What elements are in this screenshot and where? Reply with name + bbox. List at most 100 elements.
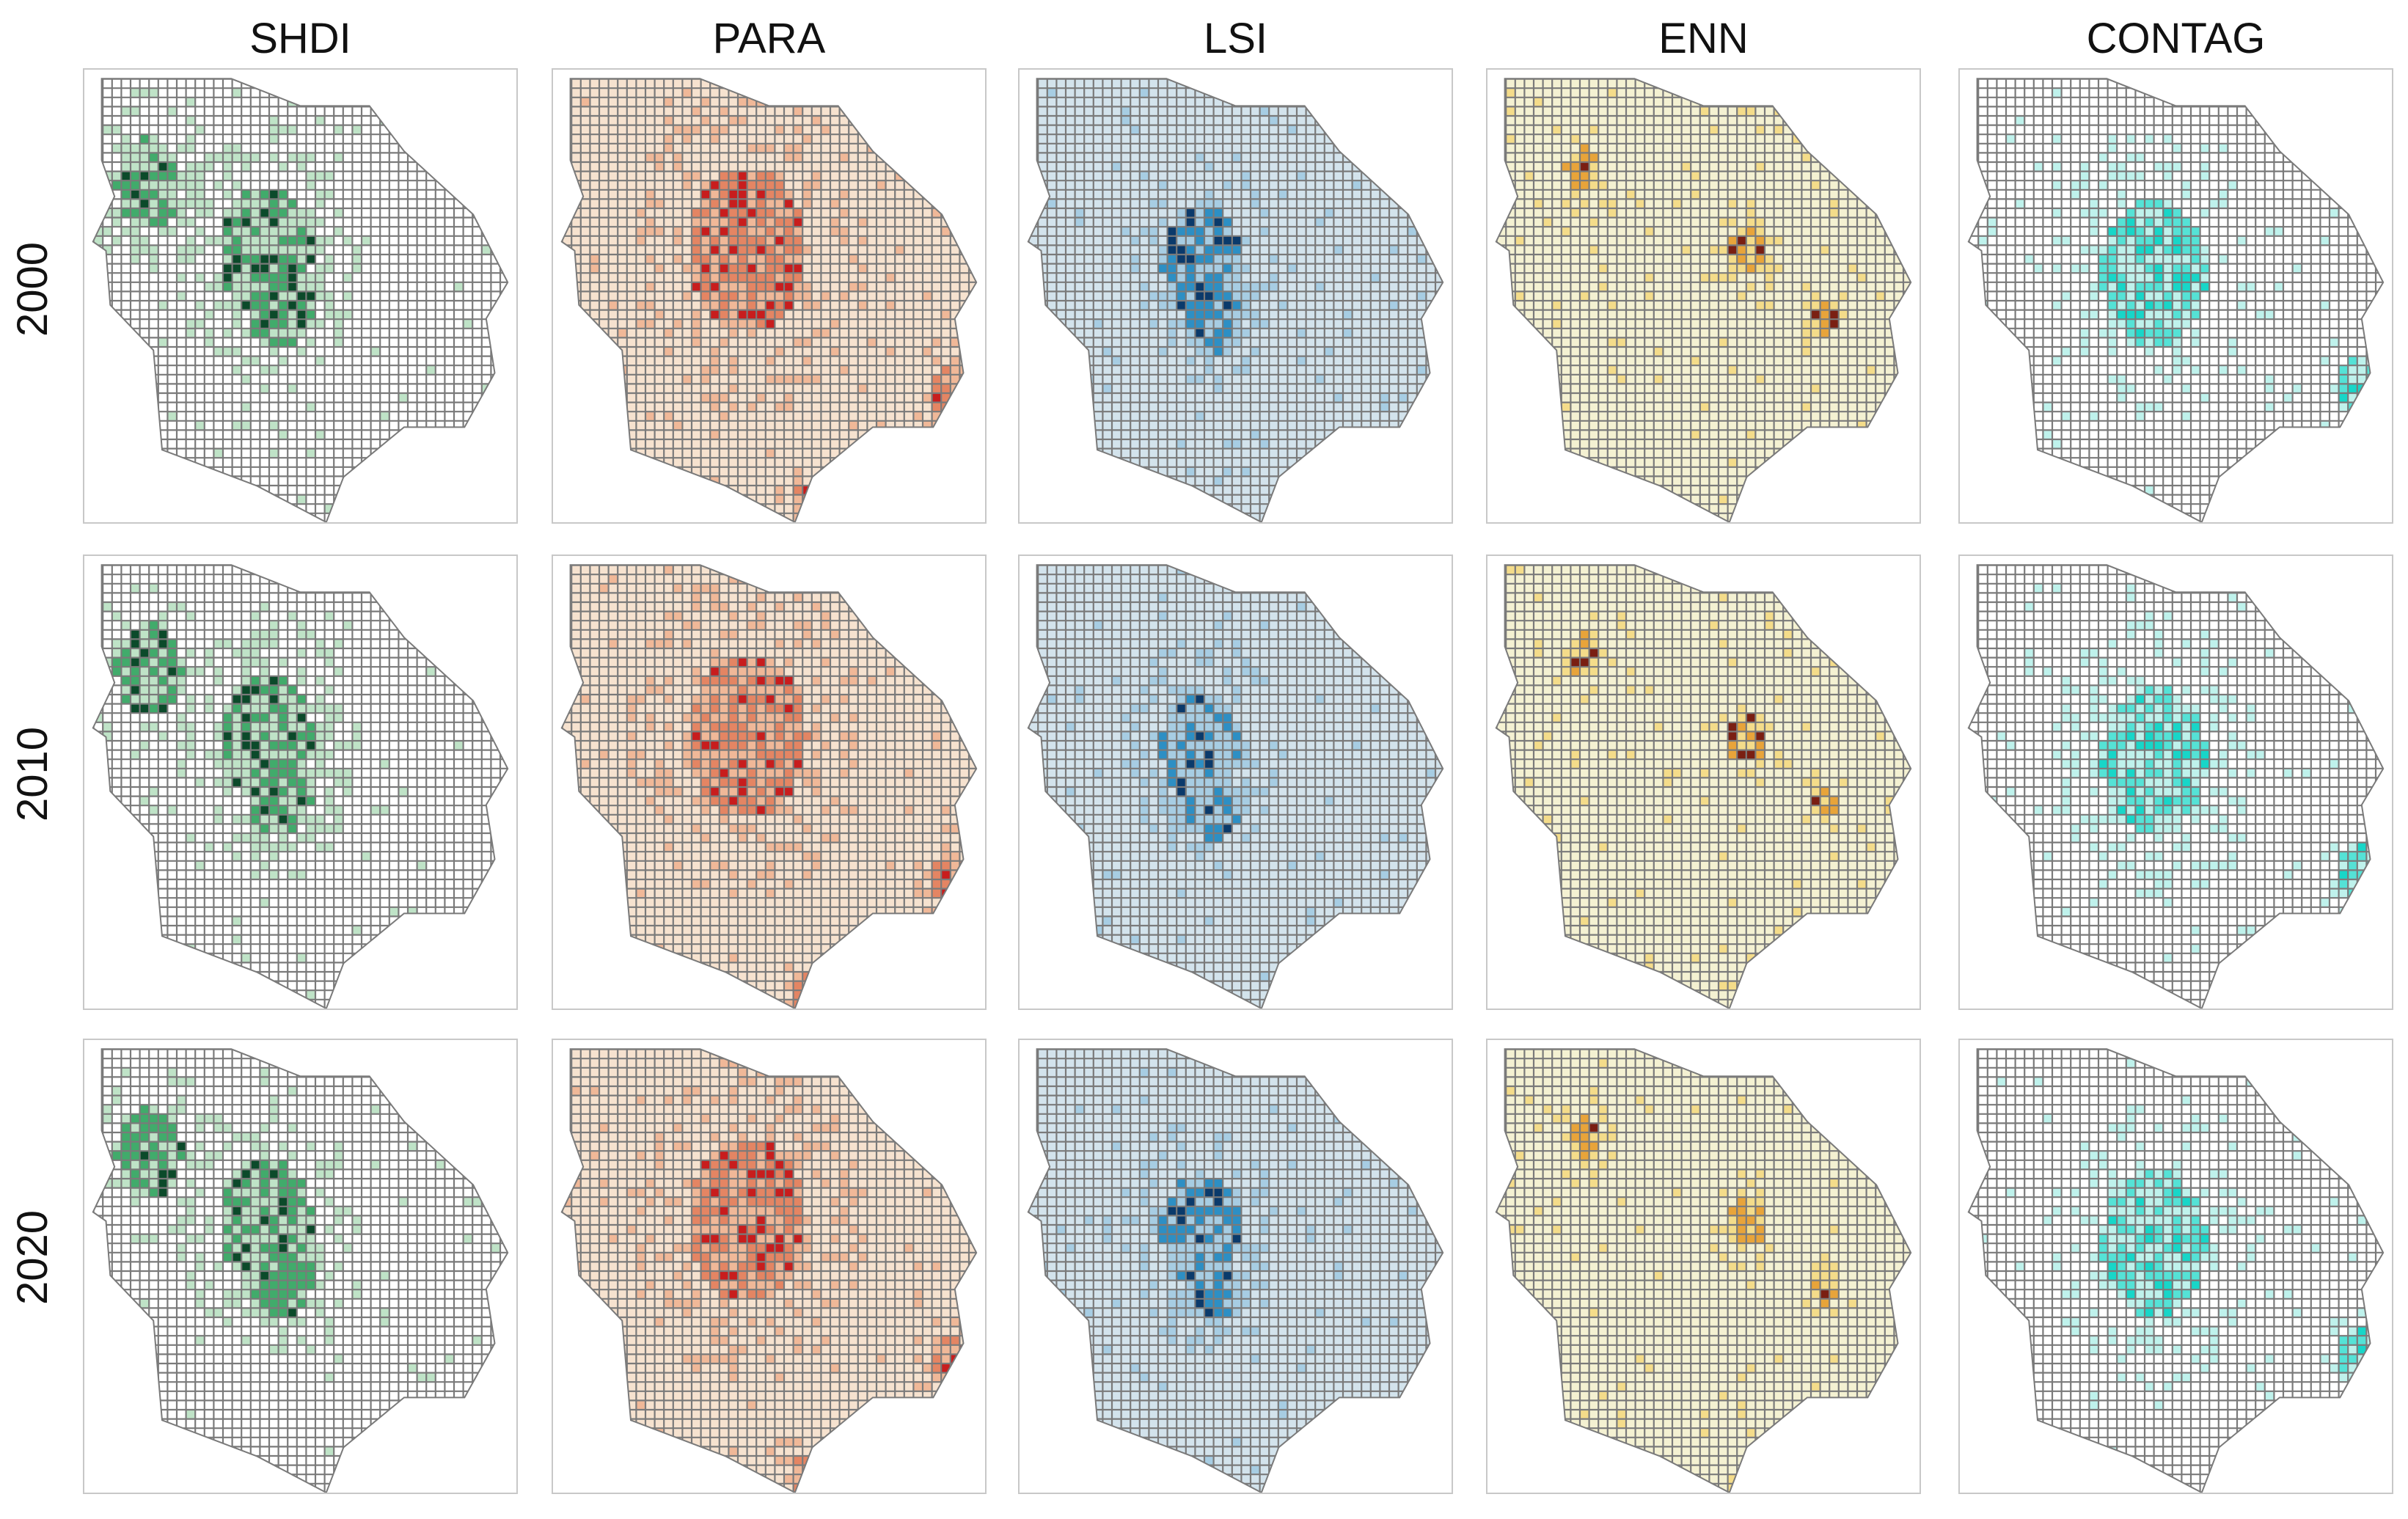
grid-cell bbox=[756, 741, 766, 750]
grid-cell bbox=[1232, 310, 1242, 320]
grid-cell bbox=[618, 365, 627, 375]
grid-cell bbox=[700, 759, 711, 769]
grid-cell bbox=[561, 310, 563, 320]
grid-cell bbox=[2264, 648, 2275, 658]
grid-cell bbox=[2181, 741, 2191, 750]
grid-cell bbox=[315, 1169, 325, 1179]
grid-cell bbox=[1783, 466, 1793, 477]
grid-cell bbox=[1515, 291, 1525, 301]
grid-cell bbox=[139, 88, 150, 98]
grid-cell bbox=[2043, 999, 2052, 1009]
grid-cell bbox=[932, 439, 942, 449]
grid-cell bbox=[1426, 768, 1435, 778]
grid-cell bbox=[1176, 263, 1186, 274]
grid-cell bbox=[692, 1206, 701, 1216]
grid-cell bbox=[296, 310, 307, 320]
grid-cell bbox=[950, 852, 960, 861]
grid-cell bbox=[426, 667, 436, 676]
grid-cell bbox=[131, 1169, 140, 1179]
grid-cell bbox=[260, 245, 269, 255]
grid-cell bbox=[223, 1298, 233, 1308]
grid-cell bbox=[1149, 768, 1158, 778]
grid-cell bbox=[2172, 842, 2182, 852]
grid-cell bbox=[839, 676, 849, 686]
grid-cell bbox=[2228, 796, 2237, 806]
grid-cell bbox=[1968, 88, 1969, 98]
grid-cell bbox=[2117, 759, 2126, 769]
grid-cell bbox=[793, 759, 803, 769]
grid-cell bbox=[1195, 685, 1204, 695]
grid-cell bbox=[1185, 787, 1196, 797]
grid-cell bbox=[941, 227, 951, 236]
grid-cell bbox=[821, 291, 830, 301]
grid-cell bbox=[793, 273, 803, 282]
grid-cell bbox=[2098, 153, 2108, 162]
grid-cell bbox=[747, 310, 757, 320]
grid-cell bbox=[738, 685, 747, 695]
grid-cell bbox=[1398, 486, 1408, 495]
grid-cell bbox=[1185, 356, 1196, 366]
grid-cell bbox=[1801, 301, 1811, 310]
grid-cell bbox=[1158, 787, 1168, 797]
grid-cell bbox=[719, 255, 729, 264]
grid-cell bbox=[2172, 235, 2182, 246]
grid-cell bbox=[296, 282, 307, 292]
grid-cell bbox=[682, 88, 692, 98]
grid-cell bbox=[2061, 787, 2071, 797]
grid-cell bbox=[195, 180, 205, 190]
grid-cell bbox=[1903, 393, 1911, 403]
grid-cell bbox=[269, 1113, 279, 1124]
grid-cell bbox=[1570, 189, 1580, 200]
grid-cell bbox=[250, 301, 260, 310]
grid-cell bbox=[149, 88, 158, 98]
grid-cell bbox=[2163, 337, 2173, 347]
grid-cell bbox=[654, 1151, 665, 1160]
grid-cell bbox=[223, 486, 233, 495]
grid-cell bbox=[158, 629, 168, 640]
grid-cell bbox=[288, 870, 297, 879]
grid-cell bbox=[710, 189, 720, 200]
grid-cell bbox=[1515, 439, 1525, 449]
grid-cell bbox=[710, 125, 720, 135]
grid-cell bbox=[969, 907, 977, 917]
grid-cell bbox=[700, 685, 711, 695]
grid-cell bbox=[765, 217, 775, 227]
grid-cell bbox=[775, 695, 784, 704]
grid-cell bbox=[2200, 282, 2210, 292]
grid-cell bbox=[250, 695, 260, 704]
grid-cell bbox=[1167, 731, 1177, 741]
grid-cell bbox=[2061, 907, 2071, 917]
grid-cell bbox=[765, 1179, 775, 1188]
grid-cell bbox=[738, 217, 747, 227]
grid-cell bbox=[204, 842, 214, 852]
grid-cell bbox=[1185, 282, 1196, 292]
grid-cell bbox=[131, 476, 140, 486]
grid-cell bbox=[2163, 777, 2173, 787]
grid-cell bbox=[269, 319, 279, 329]
grid-cell bbox=[260, 842, 269, 852]
grid-cell bbox=[250, 824, 260, 833]
grid-cell bbox=[580, 695, 590, 704]
grid-cell bbox=[700, 695, 711, 704]
grid-cell bbox=[288, 328, 297, 338]
grid-cell bbox=[821, 1141, 830, 1152]
grid-cell bbox=[747, 602, 757, 612]
grid-cell bbox=[1259, 676, 1270, 686]
grid-cell bbox=[2338, 402, 2349, 412]
grid-cell bbox=[1389, 97, 1399, 107]
grid-cell bbox=[306, 629, 315, 640]
grid-cell bbox=[324, 611, 334, 621]
grid-cell bbox=[738, 1077, 747, 1086]
grid-cell bbox=[1213, 310, 1223, 320]
grid-cell bbox=[296, 1234, 307, 1244]
grid-cell bbox=[250, 842, 260, 852]
grid-cell bbox=[131, 695, 140, 704]
grid-cell bbox=[700, 713, 711, 722]
grid-cell bbox=[1185, 319, 1196, 329]
grid-cell bbox=[636, 750, 645, 760]
grid-cell bbox=[1158, 648, 1168, 658]
grid-cell bbox=[2385, 898, 2392, 907]
grid-cell bbox=[510, 731, 516, 741]
grid-cell bbox=[1324, 347, 1334, 356]
grid-cell bbox=[1195, 199, 1204, 208]
